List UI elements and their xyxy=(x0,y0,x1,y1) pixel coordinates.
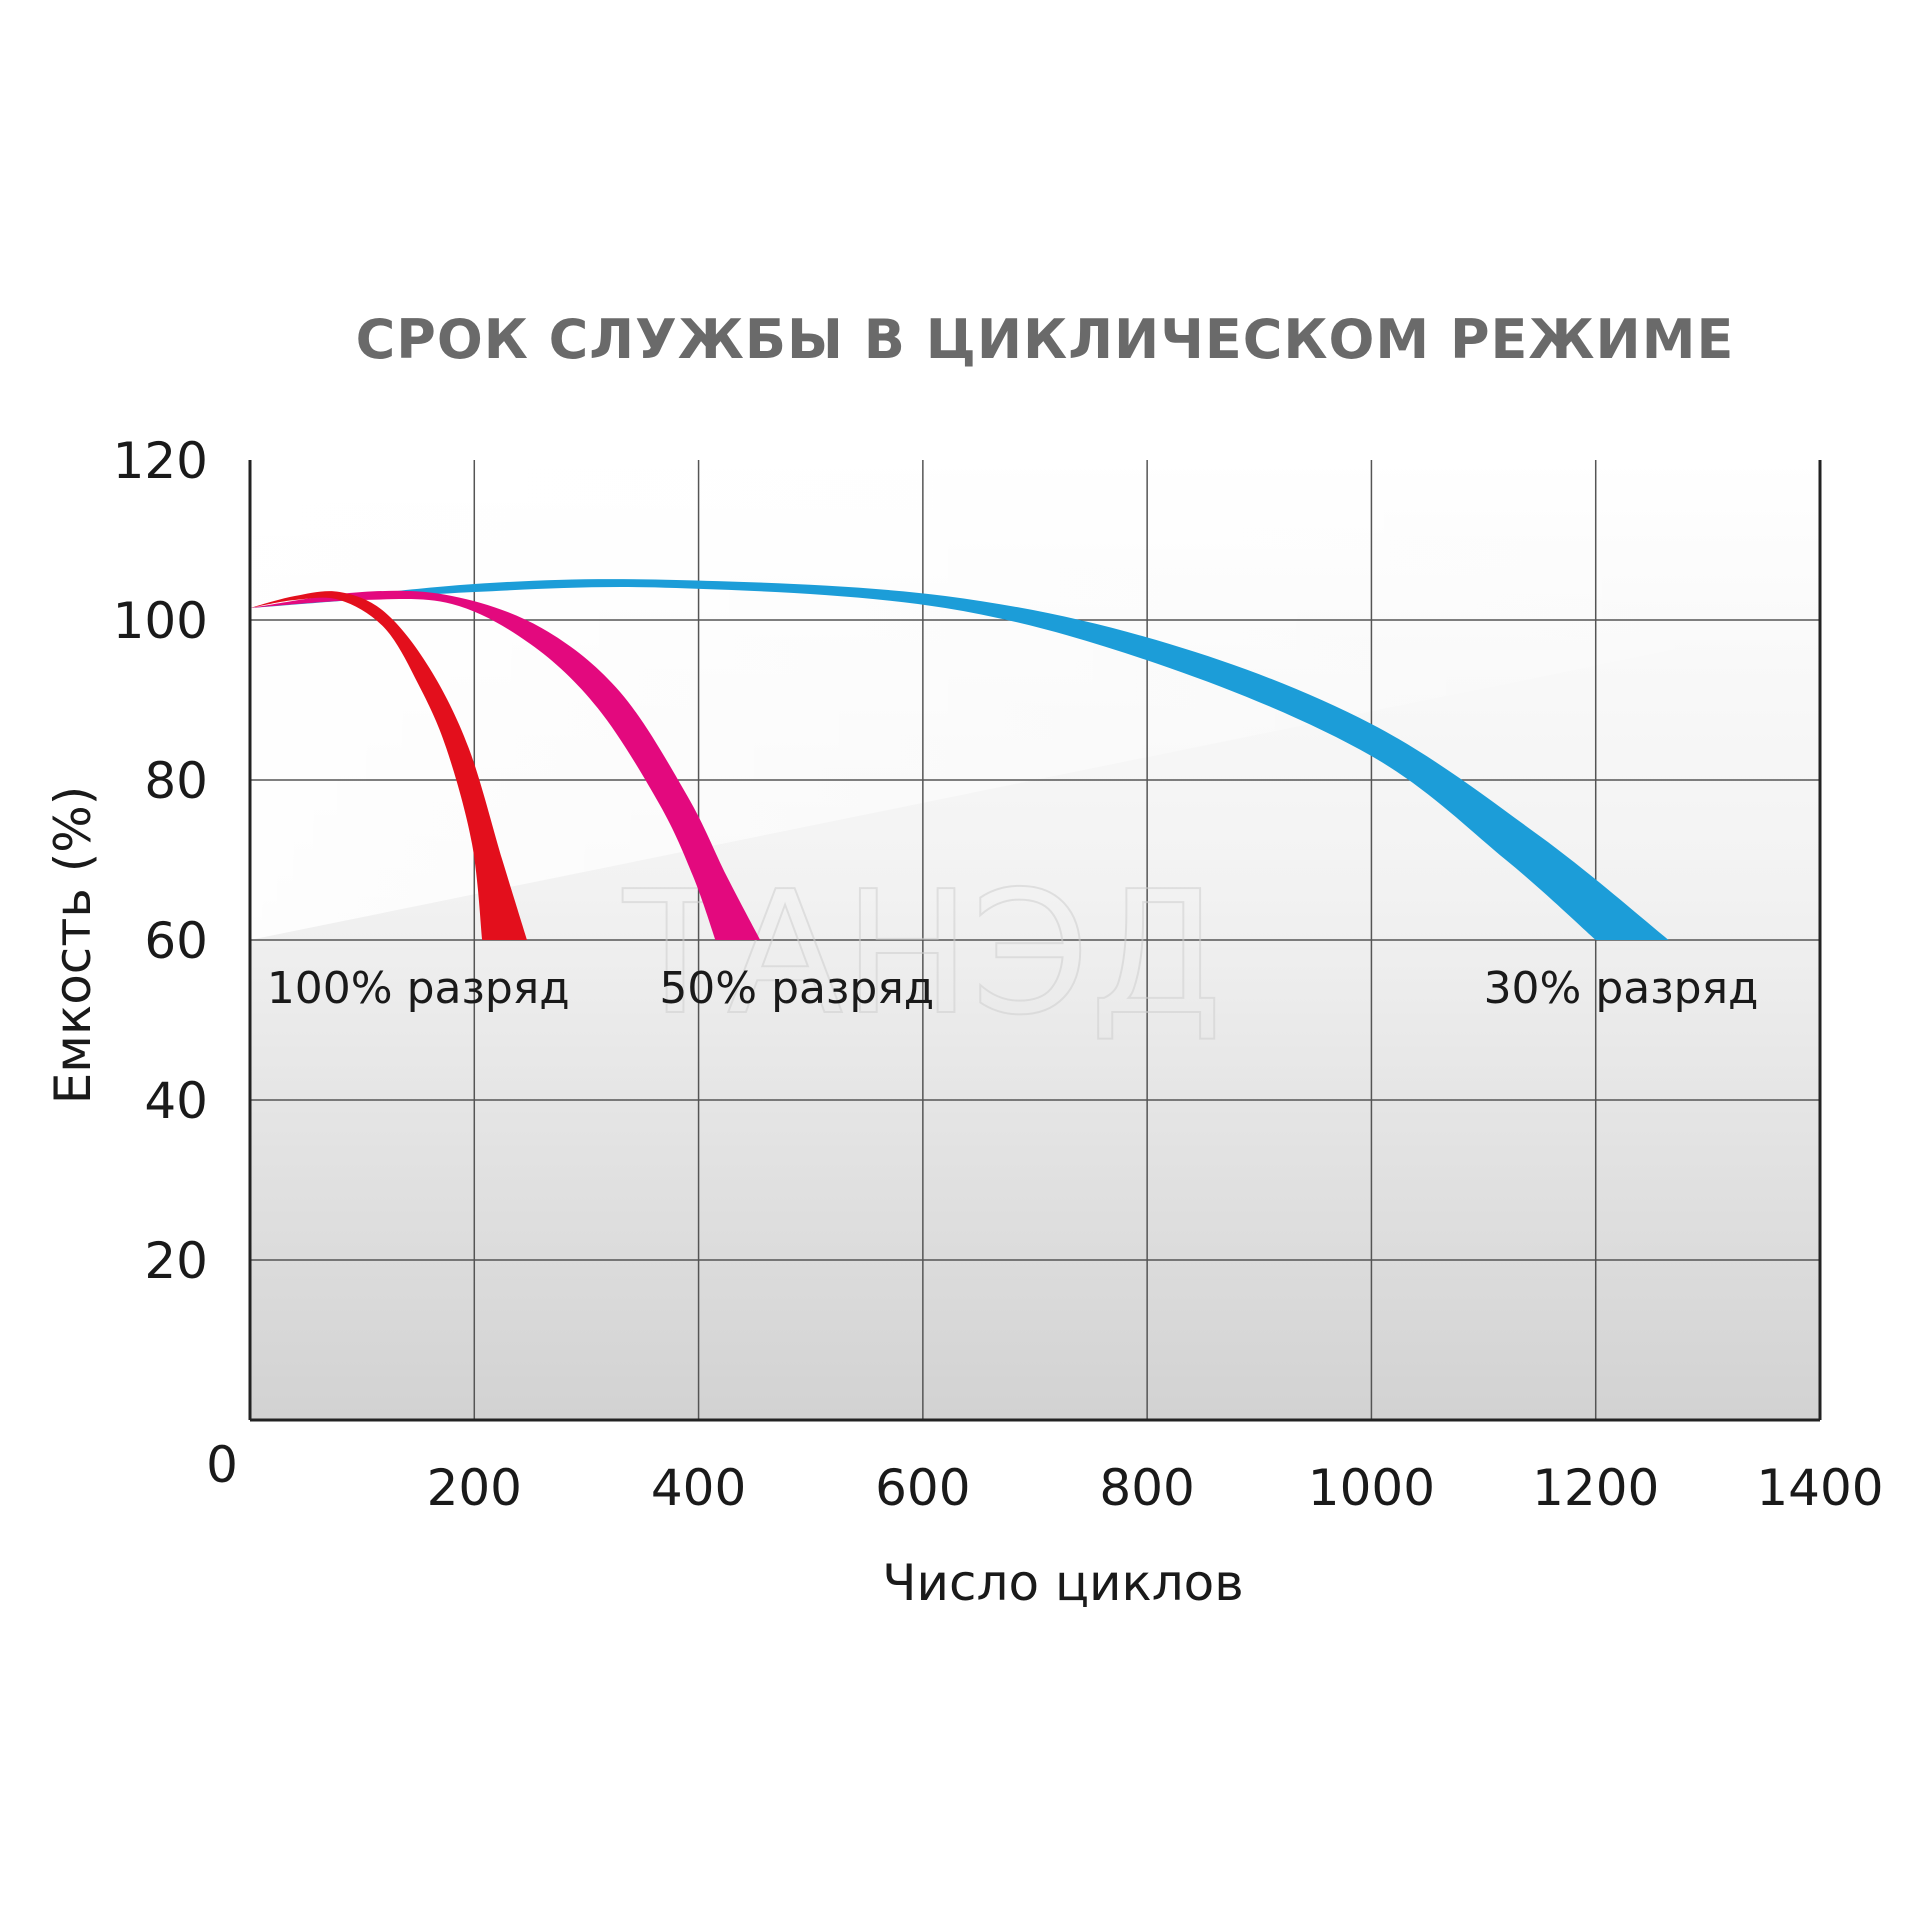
series-band-30-разряд xyxy=(250,579,1669,940)
y-tick-label: 40 xyxy=(144,1072,208,1130)
x-axis-label: Число циклов xyxy=(882,1554,1243,1612)
series-labels: 100% разряд 50% разряд 30% разряд xyxy=(267,963,1759,1014)
x-tick-label: 1200 xyxy=(1532,1459,1659,1517)
axes xyxy=(248,460,1822,1422)
y-tick-labels: 20 40 60 80 100 120 xyxy=(113,432,208,1290)
y-tick-label: 80 xyxy=(144,752,208,810)
y-tick-label: 100 xyxy=(113,592,208,650)
x-tick-label: 0 xyxy=(206,1436,238,1494)
x-tick-label: 400 xyxy=(651,1459,746,1517)
series-label: 50% разряд xyxy=(659,963,934,1014)
y-tick-label: 20 xyxy=(144,1232,208,1290)
series-label: 30% разряд xyxy=(1484,963,1759,1014)
series-band-100-разряд xyxy=(250,591,527,940)
series-band-50-разряд xyxy=(250,590,761,940)
x-tick-label: 800 xyxy=(1099,1459,1194,1517)
y-axis-label: Емкость (%) xyxy=(44,786,102,1105)
x-tick-label: 600 xyxy=(875,1459,970,1517)
chart-title: СРОК СЛУЖБЫ В ЦИКЛИЧЕСКОМ РЕЖИМЕ xyxy=(356,308,1735,371)
series-label: 100% разряд xyxy=(267,963,570,1014)
x-tick-labels: 0 200 400 600 800 1000 1200 1400 xyxy=(206,1436,1884,1517)
series-bands xyxy=(250,579,1669,940)
plot-area: ТАНЭД xyxy=(248,460,1822,1422)
x-tick-label: 1400 xyxy=(1756,1459,1883,1517)
x-tick-label: 200 xyxy=(427,1459,522,1517)
x-tick-label: 1000 xyxy=(1308,1459,1435,1517)
y-tick-label: 120 xyxy=(113,432,208,490)
y-tick-label: 60 xyxy=(144,912,208,970)
